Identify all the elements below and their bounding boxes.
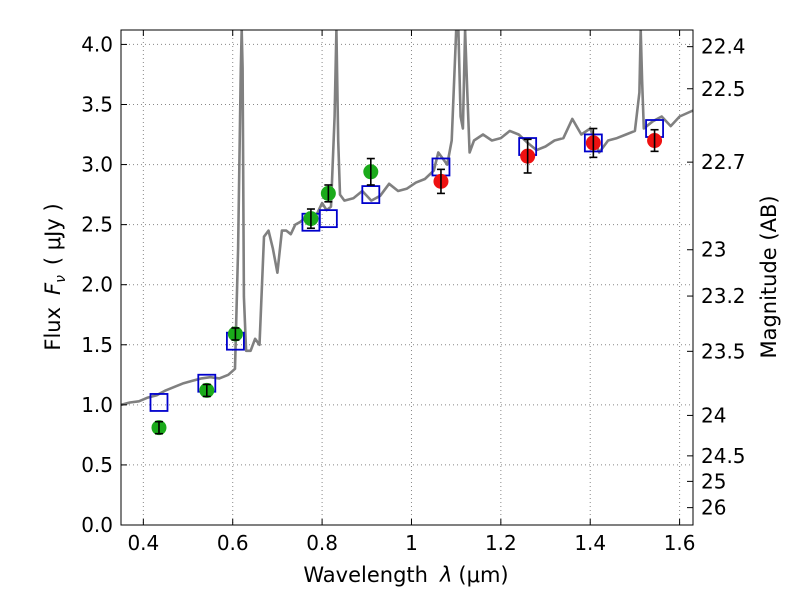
model-spectrum-line — [121, 30, 693, 407]
x-tick-label: 1.6 — [664, 531, 696, 555]
mag-tick-label: 26 — [701, 496, 726, 520]
mag-tick-label: 24 — [701, 403, 726, 427]
y-tick-label: 3.5 — [81, 92, 113, 116]
mag-tick-label: 24.5 — [701, 444, 746, 468]
magnitude-axis-label: Magnitude (AB) — [757, 195, 781, 358]
y-tick-label: 1.0 — [81, 393, 113, 417]
x-tick-label: 1.2 — [485, 531, 517, 555]
y-tick-label: 1.5 — [81, 333, 113, 357]
mag-tick-label: 22.4 — [701, 35, 746, 59]
y-tick-label: 0.0 — [81, 513, 113, 537]
x-axis-label: Wavelength λ (μm) — [303, 563, 508, 587]
mag-tick-label: 23 — [701, 238, 726, 262]
x-tick-label: 0.6 — [217, 531, 249, 555]
model-photometry-square — [149, 393, 169, 412]
y-tick-label: 2.0 — [81, 273, 113, 297]
model-photometry-square — [318, 209, 338, 229]
y-tick-label: 4.0 — [81, 32, 113, 56]
axes-frame — [120, 29, 694, 526]
x-tick-label: 1 — [405, 531, 418, 555]
plot-area — [121, 30, 693, 436]
mag-tick-label: 23.5 — [701, 339, 746, 363]
y-tick-label: 0.5 — [81, 453, 113, 477]
model-photometry-square — [361, 185, 381, 204]
ticks: 0.4 0.6 0.8 1 1.2 1.4 1.6 0.0 0.5 1.0 1.5 2.0 2.5 3.0… — [81, 30, 746, 555]
x-tick-label: 0.8 — [306, 531, 338, 555]
x-tick-label: 0.4 — [127, 531, 159, 555]
mag-tick-label: 23.2 — [701, 284, 746, 308]
x-tick-label: 1.4 — [574, 531, 606, 555]
mag-tick-label: 22.5 — [701, 77, 746, 101]
mag-tick-label: 22.7 — [701, 150, 746, 174]
y-tick-label: 3.0 — [81, 153, 113, 177]
y-tick-label: 2.5 — [81, 213, 113, 237]
y-axis-label: FluxFν( μJy ) — [41, 203, 69, 350]
mag-tick-label: 25 — [701, 469, 726, 493]
